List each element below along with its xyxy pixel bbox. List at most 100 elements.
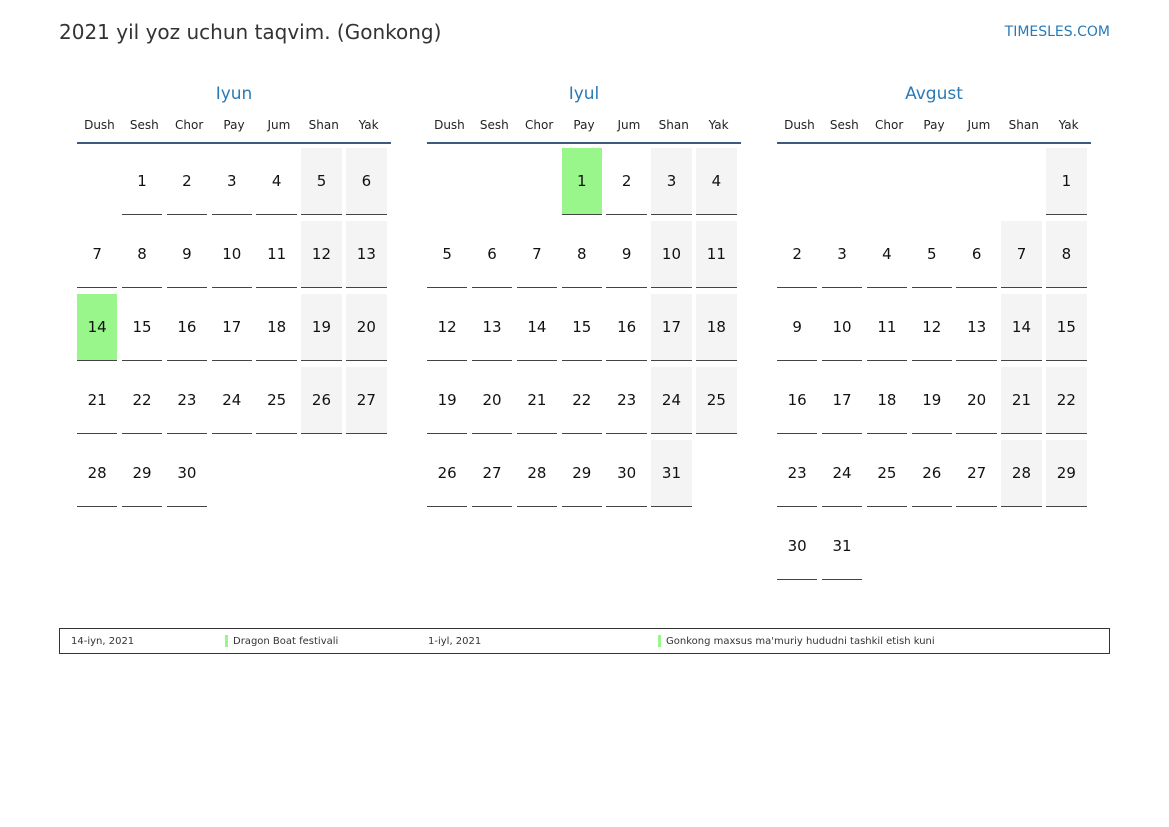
day-cell[interactable]: 30 [606,440,647,507]
day-cell[interactable]: 16 [606,294,647,361]
day-cell[interactable]: 17 [821,367,863,434]
day-cell[interactable]: 4 [696,148,737,215]
day-cell[interactable]: 23 [606,367,647,434]
day-cell[interactable]: 26 [427,440,468,507]
day-cell[interactable]: 11 [696,221,737,288]
day-cell[interactable]: 25 [256,367,297,434]
day-cell[interactable]: 18 [866,367,908,434]
day-cell[interactable]: 7 [1001,221,1042,288]
day-cell[interactable]: 10 [211,221,252,288]
day-cell[interactable]: 25 [696,367,737,434]
day-cell[interactable]: 23 [166,367,208,434]
day-cell[interactable]: 16 [166,294,208,361]
weekday-label: Shan [658,118,689,132]
day-cell[interactable]: 21 [1001,367,1042,434]
day-cell[interactable]: 9 [166,221,208,288]
day-cell[interactable]: 29 [121,440,163,507]
day-cell[interactable]: 3 [211,148,252,215]
day-cell[interactable]: 30 [166,440,208,507]
day-cell[interactable]: 3 [651,148,692,215]
day-cell[interactable]: 10 [651,221,692,288]
day-cell[interactable]: 2 [166,148,208,215]
day-cell[interactable]: 21 [77,367,118,434]
weekday-header: Dush Sesh Chor Pay Jum Shan Yak [777,108,1091,144]
day-cell[interactable]: 31 [651,440,692,507]
day-cell[interactable]: 24 [651,367,692,434]
day-cell[interactable]: 22 [121,367,163,434]
day-cell[interactable]: 4 [866,221,908,288]
day-cell[interactable]: 27 [471,440,513,507]
day-cell[interactable]: 5 [427,221,468,288]
day-cell[interactable]: 13 [471,294,513,361]
day-cell[interactable]: 15 [561,294,602,361]
day-cell[interactable]: 21 [516,367,558,434]
day-cell[interactable]: 22 [561,367,602,434]
day-cell[interactable]: 24 [211,367,252,434]
day-cell[interactable]: 3 [821,221,863,288]
day-cell[interactable]: 11 [866,294,908,361]
day-cell[interactable]: 28 [516,440,558,507]
day-cell[interactable]: 20 [471,367,513,434]
day-cell[interactable]: 29 [561,440,602,507]
day-cell[interactable]: 9 [777,294,818,361]
day-cell[interactable]: 24 [821,440,863,507]
day-cell[interactable]: 26 [301,367,342,434]
day-cell[interactable]: 5 [911,221,952,288]
day-cell[interactable]: 17 [211,294,252,361]
day-cell[interactable]: 27 [956,440,997,507]
day-cell[interactable]: 13 [956,294,997,361]
day-cell[interactable]: 1 [1046,148,1087,215]
day-cell[interactable]: 9 [606,221,647,288]
day-cell[interactable]: 12 [301,221,342,288]
day-cell[interactable]: 6 [346,148,387,215]
day-cell[interactable]: 12 [911,294,952,361]
day-cell[interactable]: 23 [777,440,818,507]
week-row: 28 29 30 [77,436,391,509]
day-cell[interactable]: 30 [777,513,818,580]
day-cell[interactable]: 12 [427,294,468,361]
day-cell[interactable]: 2 [606,148,647,215]
day-cell[interactable]: 13 [346,221,387,288]
day-cell[interactable]: 19 [301,294,342,361]
day-cell[interactable]: 14 [77,294,118,361]
day-cell[interactable]: 5 [301,148,342,215]
day-cell[interactable]: 28 [77,440,118,507]
day-cell[interactable]: 2 [777,221,818,288]
weekday-label: Yak [358,118,379,132]
weekday-label: Dush [434,118,465,132]
day-cell[interactable]: 15 [1046,294,1087,361]
day-cell[interactable]: 22 [1046,367,1087,434]
day-cell[interactable]: 10 [821,294,863,361]
day-cell[interactable]: 15 [121,294,163,361]
day-cell[interactable]: 17 [651,294,692,361]
month-iyul: Iyul Dush Sesh Chor Pay Jum Shan Yak 1 2 3 4 5 6 7 8 9 10… [427,84,741,509]
day-cell[interactable]: 29 [1046,440,1087,507]
day-cell[interactable]: 19 [911,367,952,434]
day-cell[interactable]: 16 [777,367,818,434]
day-cell[interactable]: 8 [121,221,163,288]
day-cell[interactable]: 27 [346,367,387,434]
day-cell[interactable]: 18 [256,294,297,361]
day-cell[interactable]: 14 [516,294,558,361]
day-cell[interactable]: 7 [516,221,558,288]
week-row: 5 6 7 8 9 10 11 [427,217,741,290]
day-cell[interactable]: 6 [956,221,997,288]
day-cell[interactable]: 28 [1001,440,1042,507]
day-cell[interactable]: 19 [427,367,468,434]
day-cell[interactable]: 20 [346,294,387,361]
day-cell[interactable]: 4 [256,148,297,215]
day-cell[interactable]: 18 [696,294,737,361]
day-cell[interactable]: 8 [1046,221,1087,288]
day-cell[interactable]: 25 [866,440,908,507]
day-cell[interactable]: 20 [956,367,997,434]
brand-link[interactable]: TIMESLES.COM [1004,24,1110,40]
day-cell[interactable]: 1 [121,148,163,215]
day-cell[interactable]: 1 [561,148,602,215]
day-cell[interactable]: 11 [256,221,297,288]
day-cell[interactable]: 14 [1001,294,1042,361]
day-cell[interactable]: 7 [77,221,118,288]
day-cell[interactable]: 8 [561,221,602,288]
day-cell[interactable]: 26 [911,440,952,507]
day-cell[interactable]: 31 [821,513,863,580]
day-cell[interactable]: 6 [471,221,513,288]
